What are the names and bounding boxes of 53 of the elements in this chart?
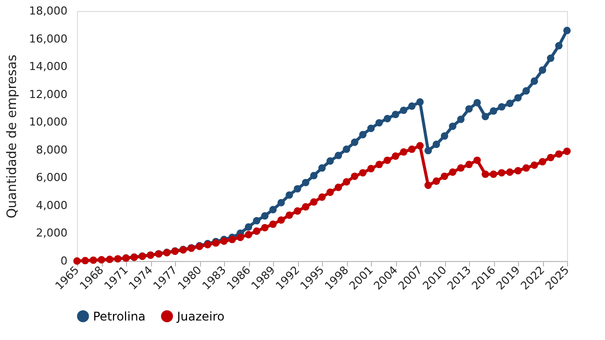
point — [261, 212, 269, 220]
point — [318, 164, 326, 172]
point — [424, 146, 432, 154]
y-tick-label: 4,000 — [36, 198, 68, 212]
y-tick-label: 14,000 — [29, 60, 68, 74]
y-tick-label: 2,000 — [36, 226, 68, 240]
y-tick-label: 8,000 — [36, 143, 68, 156]
point — [375, 119, 383, 127]
y-tick-label: 16,000 — [29, 32, 68, 46]
point — [473, 98, 481, 106]
point — [448, 122, 456, 130]
point — [408, 102, 416, 110]
point — [277, 198, 285, 206]
y-tick-label: 18,000 — [29, 4, 68, 18]
point — [555, 42, 563, 50]
point — [269, 206, 277, 214]
y-tick-label: 10,000 — [29, 116, 68, 129]
point — [367, 124, 375, 132]
point — [530, 77, 538, 85]
y-tick-label: 0 — [60, 254, 68, 268]
point — [538, 66, 546, 74]
point — [506, 100, 514, 108]
point — [440, 132, 448, 140]
point — [342, 145, 350, 153]
point — [310, 172, 318, 180]
point — [350, 138, 358, 146]
point — [359, 130, 367, 138]
point — [490, 107, 498, 115]
point — [302, 178, 310, 186]
point — [514, 94, 522, 102]
point — [498, 103, 506, 111]
point — [294, 185, 302, 192]
point — [416, 98, 424, 106]
point — [244, 223, 252, 231]
y-tick-label: 12,000 — [29, 88, 68, 101]
point — [432, 140, 440, 148]
y-axis-title: Quantidade de empresas — [5, 54, 20, 218]
point — [334, 152, 342, 160]
point — [457, 116, 465, 124]
point — [384, 114, 392, 122]
y-tick-label: 6,000 — [36, 171, 68, 184]
point — [392, 110, 400, 118]
point — [252, 217, 260, 224]
point — [326, 157, 334, 165]
legend-label: Petrolina — [93, 309, 146, 324]
point — [522, 87, 530, 95]
point — [482, 112, 490, 120]
point — [546, 54, 554, 62]
point — [563, 26, 571, 34]
legend-label: Juazeiro — [176, 309, 225, 324]
point — [286, 191, 294, 199]
point — [465, 105, 473, 113]
point — [400, 106, 408, 114]
